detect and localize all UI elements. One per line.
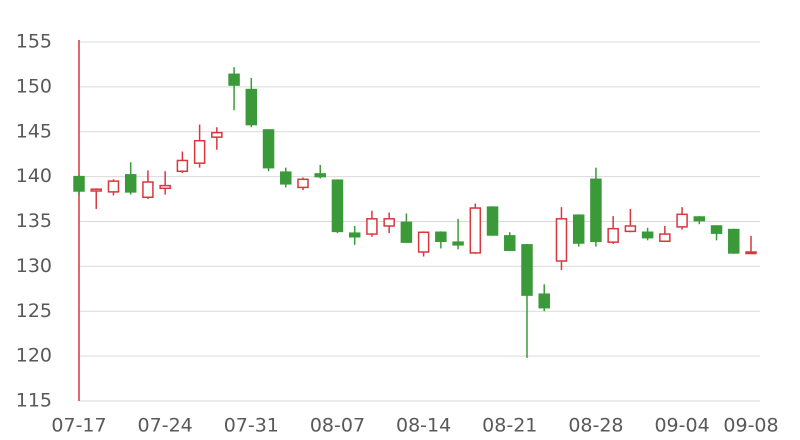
- x-tick-label: 08-28: [568, 415, 623, 437]
- candle-body: [314, 173, 326, 178]
- x-tick-label: 07-31: [224, 415, 279, 437]
- candle-body: [211, 131, 223, 138]
- x-tick-label: 07-24: [138, 415, 193, 437]
- candle-body: [486, 206, 499, 236]
- candle-body: [176, 159, 189, 172]
- candle-body: [417, 231, 430, 253]
- candle-body: [710, 225, 723, 234]
- y-tick-label: 140: [16, 165, 52, 187]
- y-tick-label: 130: [16, 255, 52, 277]
- candle-body: [124, 174, 137, 193]
- candle-body: [607, 227, 619, 243]
- candle-body: [73, 175, 85, 192]
- candle-body: [245, 88, 258, 126]
- candle-body: [262, 129, 275, 169]
- x-tick-label: 08-07: [310, 415, 365, 437]
- candle-body: [435, 231, 447, 242]
- y-tick-label: 150: [16, 75, 52, 97]
- y-tick-label: 145: [16, 120, 52, 142]
- candle-body: [107, 180, 120, 193]
- x-tick-label: 08-14: [396, 415, 451, 437]
- candle-body: [383, 218, 395, 227]
- candle-body: [366, 218, 378, 235]
- y-tick-label: 115: [16, 390, 52, 412]
- candle-body: [228, 73, 240, 86]
- y-tick-label: 125: [16, 300, 52, 322]
- candle-body: [641, 231, 654, 239]
- candle-body: [469, 207, 482, 254]
- candle-body: [728, 228, 740, 254]
- candle-body: [590, 178, 602, 242]
- x-tick-label: 07-17: [51, 415, 106, 437]
- candle-body: [572, 214, 585, 244]
- candle-body: [400, 221, 413, 243]
- candle-body: [659, 233, 671, 242]
- y-tick-label: 120: [16, 345, 52, 367]
- candle-body: [348, 232, 361, 238]
- candle-body: [90, 188, 102, 192]
- candle-body: [693, 216, 706, 222]
- candle-body: [624, 225, 637, 233]
- candle-body: [504, 235, 516, 251]
- x-tick-label: 09-08: [723, 415, 778, 437]
- candle-body: [676, 213, 688, 228]
- candle-body: [745, 251, 757, 255]
- candle-body: [159, 184, 171, 190]
- y-tick-label: 155: [16, 31, 52, 53]
- candle-body: [142, 181, 154, 199]
- candle-body: [521, 244, 533, 296]
- candle-body: [452, 241, 464, 246]
- candle-body: [297, 178, 309, 189]
- candle-body: [331, 179, 344, 233]
- candle-body: [280, 171, 292, 185]
- candle-body: [538, 293, 550, 309]
- x-tick-label: 09-04: [654, 415, 709, 437]
- candle-body: [193, 139, 206, 164]
- y-tick-label: 135: [16, 210, 52, 232]
- x-tick-label: 08-21: [482, 415, 537, 437]
- candle-body: [555, 218, 568, 262]
